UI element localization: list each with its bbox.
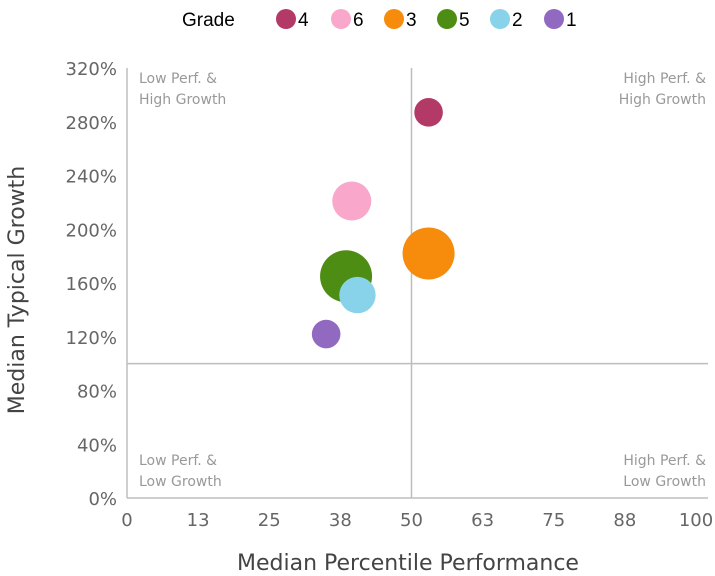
legend-label-5: 5	[459, 10, 470, 31]
y-tick-label: 240%	[66, 167, 117, 188]
quadrant-top-right-line1: High Perf. &	[623, 71, 706, 87]
y-tick-labels: 0% 40% 80% 120% 160% 200% 240% 280% 320%	[66, 59, 117, 510]
quadrant-bottom-right-line2: Low Growth	[623, 474, 706, 490]
quadrant-bottom-right-line1: High Perf. &	[623, 453, 706, 469]
legend-marker-6	[331, 9, 351, 29]
y-tick-label: 280%	[66, 113, 117, 134]
legend-label-3: 3	[406, 10, 417, 31]
legend-marker-4	[276, 9, 296, 29]
quadrant-top-left-line2: High Growth	[139, 92, 226, 108]
bubble-grade-4[interactable]	[414, 98, 443, 127]
x-tick-label: 63	[471, 510, 494, 531]
quadrant-top-left-line1: Low Perf. &	[139, 71, 217, 87]
x-tick-label: 100	[679, 510, 713, 531]
legend-label-1: 1	[566, 10, 577, 31]
y-tick-label: 40%	[77, 435, 117, 456]
x-tick-label: 50	[400, 510, 423, 531]
legend-label-4: 4	[298, 10, 309, 31]
y-tick-label: 80%	[77, 382, 117, 403]
bubble-grade-2[interactable]	[339, 276, 376, 314]
legend-marker-5	[437, 9, 457, 29]
bubbles	[311, 98, 455, 349]
y-tick-label: 0%	[88, 489, 117, 510]
y-axis-title: Median Typical Growth	[5, 166, 30, 414]
legend-label-6: 6	[353, 10, 364, 31]
x-tick-label: 38	[329, 510, 352, 531]
legend-marker-3	[384, 9, 404, 29]
legend-title: Grade	[182, 10, 235, 31]
bubble-grade-3[interactable]	[402, 227, 455, 280]
legend: Grade 4 6 3 5 2 1	[182, 9, 577, 31]
x-axis-title: Median Percentile Performance	[237, 551, 579, 576]
x-tick-label: 25	[258, 510, 281, 531]
y-tick-label: 200%	[66, 220, 117, 241]
x-tick-label: 0	[121, 510, 132, 531]
x-tick-labels: 0 13 25 38 50 63 75 88 100	[121, 510, 713, 531]
bubble-grade-1[interactable]	[311, 319, 341, 349]
x-tick-label: 13	[187, 510, 210, 531]
x-tick-label: 75	[542, 510, 565, 531]
legend-marker-2	[490, 9, 510, 29]
legend-marker-1	[544, 9, 564, 29]
quadrant-bottom-left-line1: Low Perf. &	[139, 453, 217, 469]
bubble-grade-6[interactable]	[332, 181, 372, 221]
legend-label-2: 2	[512, 10, 523, 31]
y-tick-label: 320%	[66, 59, 117, 80]
y-tick-label: 120%	[66, 328, 117, 349]
x-tick-label: 88	[613, 510, 636, 531]
quadrant-top-right-line2: High Growth	[619, 92, 706, 108]
y-tick-label: 160%	[66, 274, 117, 295]
quadrant-bottom-left-line2: Low Growth	[139, 474, 222, 490]
